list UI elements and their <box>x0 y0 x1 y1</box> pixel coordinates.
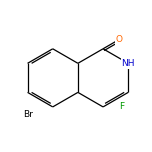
Text: Br: Br <box>23 110 33 119</box>
Text: F: F <box>119 102 124 111</box>
Text: NH: NH <box>121 59 135 68</box>
Text: O: O <box>116 35 123 44</box>
